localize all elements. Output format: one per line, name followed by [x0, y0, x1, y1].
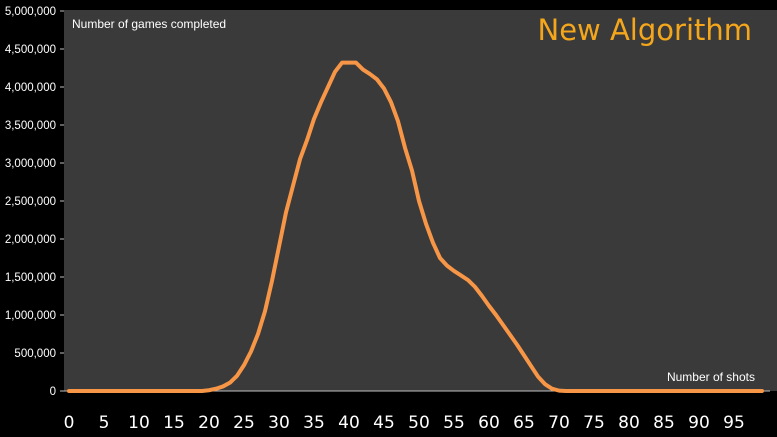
x-tick-label: 65 — [513, 413, 535, 433]
x-tick-label: 60 — [478, 413, 500, 433]
y-tick-label: 3,000,000 — [5, 158, 56, 170]
x-tick-label: 25 — [233, 413, 255, 433]
y-tick-label: 500,000 — [14, 348, 56, 360]
y-tick-label: 1,000,000 — [5, 310, 56, 322]
x-tick-label: 80 — [618, 413, 640, 433]
x-tick-label: 55 — [443, 413, 465, 433]
x-tick-label: 10 — [128, 413, 150, 433]
x-tick-label: 45 — [373, 413, 395, 433]
x-tick-label: 50 — [408, 413, 430, 433]
y-tick-label: 4,000,000 — [5, 82, 56, 94]
x-tick-label: 90 — [688, 413, 710, 433]
series-line — [67, 60, 764, 393]
y-tick-label: 1,500,000 — [5, 272, 56, 284]
y-tick-label: 3,500,000 — [5, 120, 56, 132]
x-tick-label: 35 — [303, 413, 325, 433]
x-tick-label: 5 — [99, 413, 110, 433]
y-axis-title: Number of games completed — [72, 17, 226, 31]
x-tick-label: 40 — [338, 413, 360, 433]
y-axis-ticks: 0 500,000 1,000,000 1,500,000 2,000,000 2,500… — [5, 6, 64, 398]
x-axis-title: Number of shots — [667, 370, 755, 384]
x-tick-label: 75 — [583, 413, 605, 433]
x-tick-label: 30 — [268, 413, 290, 433]
y-tick-label: 2,000,000 — [5, 234, 56, 246]
x-tick-label: 85 — [653, 413, 675, 433]
x-axis-ticks: 0 5 10 15 20 25 30 35 40 45 50 55 60 65 70 75 80 85 90 95 — [64, 413, 745, 433]
y-tick-label: 0 — [50, 386, 56, 398]
x-tick-label: 20 — [198, 413, 220, 433]
x-tick-label: 15 — [163, 413, 185, 433]
x-tick-label: 70 — [548, 413, 570, 433]
y-tick-label: 5,000,000 — [5, 6, 56, 18]
x-tick-label: 95 — [723, 413, 745, 433]
x-tick-label: 0 — [64, 413, 75, 433]
y-tick-label: 2,500,000 — [5, 196, 56, 208]
chart-title: New Algorithm — [538, 13, 753, 47]
y-tick-label: 4,500,000 — [5, 44, 56, 56]
